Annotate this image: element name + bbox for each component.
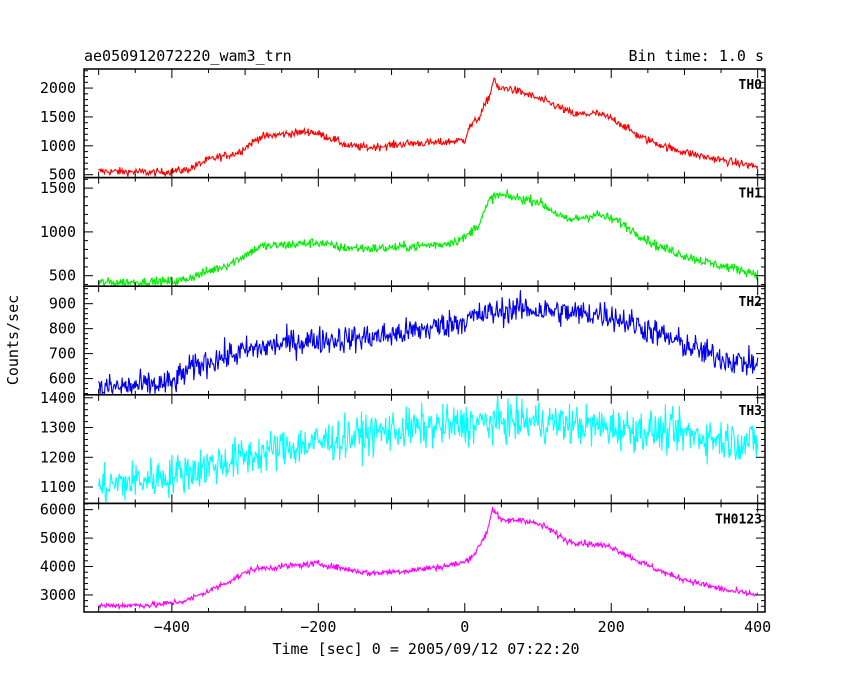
y-tick-label: 1200 <box>40 448 76 466</box>
chart-title: ae050912072220_wam3_trn <box>84 47 292 65</box>
y-tick-label: 6000 <box>40 501 76 519</box>
y-tick-label: 1400 <box>40 389 76 407</box>
y-tick-label: 800 <box>49 320 76 338</box>
panel-frame <box>83 176 766 287</box>
panel-frame <box>83 285 766 396</box>
y-tick-label: 900 <box>49 295 76 313</box>
y-tick-label: 700 <box>49 345 76 363</box>
x-tick-label: −200 <box>300 618 336 636</box>
series-line-th2 <box>98 290 759 396</box>
y-tick-label: 1100 <box>40 478 76 496</box>
panel-th2: 600 700 800 900 TH2 <box>49 285 766 396</box>
y-tick-label: 500 <box>49 267 76 285</box>
y-tick-label: 5000 <box>40 529 76 547</box>
panel-frame <box>83 394 766 505</box>
panel-label-th0: TH0 <box>739 78 763 93</box>
y-tick-label: 4000 <box>40 558 76 576</box>
x-tick-label: 200 <box>598 618 625 636</box>
panel-th1: 500 1000 1500 TH1 <box>40 176 766 288</box>
series-line-th1 <box>98 189 759 288</box>
panel-label-th0123: TH0123 <box>715 512 762 527</box>
bin-time-label: Bin time: 1.0 s <box>629 47 764 65</box>
y-tick-label: 1000 <box>40 137 76 155</box>
panel-frame <box>83 68 766 179</box>
x-tick-label: 400 <box>744 618 771 636</box>
x-axis-label: Time [sec] 0 = 2005/09/12 07:22:20 <box>272 640 579 658</box>
x-tick-label: 0 <box>460 618 469 636</box>
y-tick-label: 3000 <box>40 586 76 604</box>
series-line-th3 <box>98 395 759 503</box>
y-tick-label: 1000 <box>40 223 76 241</box>
y-tick-label: 1300 <box>40 419 76 437</box>
panel-frame <box>83 502 766 613</box>
y-tick-label: 2000 <box>40 79 76 97</box>
y-tick-label: 1500 <box>40 179 76 197</box>
y-tick-label: 600 <box>49 370 76 388</box>
series-line-th0123 <box>98 506 759 611</box>
y-tick-label: 500 <box>49 166 76 184</box>
panel-label-th3: TH3 <box>739 404 762 419</box>
series-line-th0 <box>98 77 759 178</box>
panel-label-th2: TH2 <box>739 295 762 310</box>
x-tick-label: −400 <box>154 618 190 636</box>
panel-th3: 1100 1200 1300 1400 TH3 <box>40 389 766 505</box>
panel-th0: 500 1000 1500 2000 TH0 <box>40 68 766 184</box>
y-tick-label: 1500 <box>40 108 76 126</box>
panel-label-th1: TH1 <box>739 187 763 202</box>
panel-th0123: 3000 4000 5000 6000 TH0123 <box>40 501 766 613</box>
y-axis-label: Counts/sec <box>4 295 22 385</box>
